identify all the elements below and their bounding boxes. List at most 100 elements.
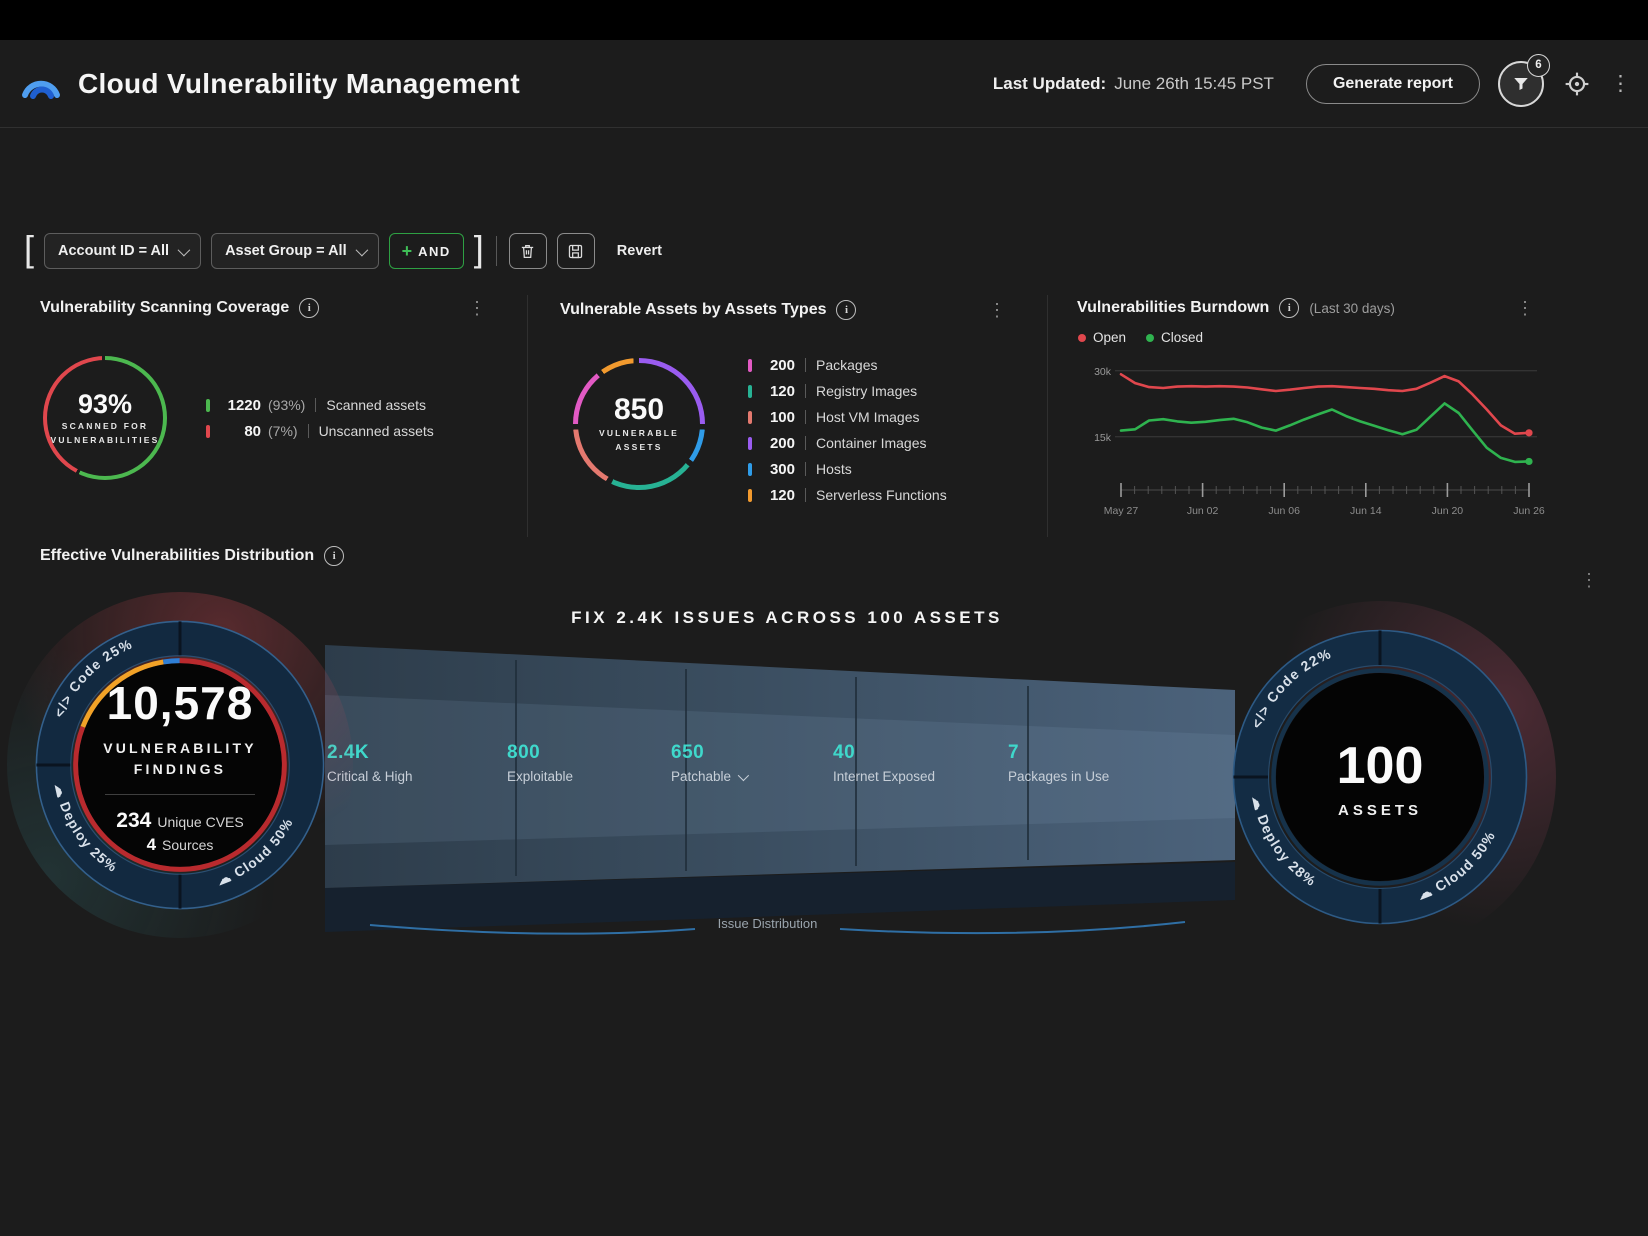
save-filters-button[interactable]	[556, 233, 595, 269]
legend-separator	[805, 462, 806, 476]
assets-by-type-menu-icon[interactable]	[988, 300, 1006, 321]
stage-label: Critical & High	[327, 769, 413, 784]
assets-by-type-donut-center: 850 VULNERABLE ASSETS	[578, 363, 700, 485]
funnel-band-highlight	[325, 695, 1235, 845]
assets-by-type-donut: 850 VULNERABLE ASSETS	[573, 358, 705, 490]
generate-report-button[interactable]: Generate report	[1305, 63, 1480, 104]
assets-by-type-legend: 200 Packages 120 Registry Images 100 Host VM …	[748, 352, 947, 508]
assets-gauge: </> Code 22% ☁ Deploy 28% ☁ Cloud 50% 10…	[1204, 601, 1556, 953]
revert-button[interactable]: Revert	[616, 243, 662, 259]
legend-dot	[1078, 333, 1086, 342]
funnel-stage-packages-in-use[interactable]: 7 Packages in Use	[1008, 742, 1128, 784]
svg-text:Jun 02: Jun 02	[1187, 505, 1219, 517]
delete-filters-button[interactable]	[508, 233, 547, 269]
plus-icon: +	[401, 241, 413, 261]
app-header: Cloud Vulnerability Management Last Upda…	[0, 40, 1648, 128]
prisma-cloud-logo-icon	[22, 80, 60, 99]
issue-funnel	[325, 645, 1235, 935]
legend-label: Registry Images	[816, 383, 918, 399]
burndown-legend-item[interactable]: Closed	[1146, 330, 1203, 345]
findings-gauge: </> Code 25% ☁ Deploy 25% ☁ Cloud 50% 10…	[7, 592, 353, 938]
burndown-legend-item[interactable]: Open	[1078, 330, 1126, 345]
sources-count: 4	[146, 834, 157, 854]
filter-group-open-bracket	[24, 234, 34, 264]
legend-row: 120 Registry Images	[748, 378, 947, 404]
filter-divider	[495, 236, 497, 266]
legend-dot	[1146, 333, 1155, 342]
legend-percent: (93%)	[268, 397, 306, 413]
funnel-stage-exploitable[interactable]: 800 Exploitable	[507, 742, 627, 784]
legend-separator	[805, 384, 806, 398]
target-button[interactable]	[1562, 69, 1592, 99]
legend-separator	[805, 488, 806, 502]
assets-gauge-center: 100 ASSETS	[1276, 673, 1484, 881]
legend-value: 120	[769, 486, 795, 504]
account-id-filter-chip[interactable]: Account ID = All	[44, 233, 202, 269]
severity-ring	[73, 658, 287, 872]
svg-text:Jun 20: Jun 20	[1432, 505, 1464, 517]
scanning-coverage-header: Vulnerability Scanning Coverage	[40, 298, 320, 318]
funnel-stage-internet-exposed[interactable]: 40 Internet Exposed	[833, 742, 953, 784]
vulnerable-assets-caption-line1: VULNERABLE	[598, 428, 680, 439]
chevron-down-icon[interactable]	[737, 769, 750, 781]
unique-cves-label: Unique CVES	[157, 813, 244, 830]
issue-distribution-label: Issue Distribution	[717, 916, 818, 931]
add-and-filter-button[interactable]: + AND	[388, 233, 464, 269]
legend-separator	[805, 358, 806, 372]
vulnerable-assets-caption-line2: ASSETS	[615, 442, 663, 452]
funnel-stage-critical-high[interactable]: 2.4K Critical & High	[327, 742, 447, 784]
funnel-stage-patchable[interactable]: 650 Patchable	[671, 742, 791, 784]
and-button-label: AND	[418, 243, 451, 259]
svg-text:Jun 26: Jun 26	[1513, 505, 1545, 517]
severity-arc-low	[73, 658, 287, 872]
filter-button[interactable]: 6	[1498, 53, 1550, 107]
distribution-header: Effective Vulnerabilities Distribution	[40, 546, 345, 566]
trash-icon	[522, 245, 534, 259]
issue-distribution-curve-right	[839, 921, 1186, 935]
stage-value: 800	[507, 742, 541, 763]
info-icon[interactable]	[836, 300, 857, 320]
legend-row: 80 (7%) Unscanned assets	[206, 418, 434, 444]
legend-color-tick	[206, 424, 210, 438]
burndown-menu-icon[interactable]	[1516, 298, 1534, 319]
scanning-coverage-menu-icon[interactable]	[468, 298, 486, 319]
distribution-menu-icon[interactable]	[1580, 570, 1598, 591]
assets-count: 100	[1336, 736, 1424, 795]
legend-value: 100	[769, 408, 795, 426]
funnel-band	[325, 645, 1235, 888]
stage-value: 7	[1008, 742, 1020, 763]
last-updated-value: June 26th 15:45 PST	[1114, 73, 1274, 93]
findings-caption-line2: FINDINGS	[133, 760, 227, 777]
scanned-percentage: 93%	[77, 388, 133, 419]
info-icon[interactable]	[324, 546, 345, 566]
legend-value: 120	[769, 382, 795, 400]
gauge-center-disc	[1276, 673, 1484, 881]
last-updated-label: Last Updated:	[992, 73, 1107, 93]
legend-color-tick	[206, 398, 210, 412]
info-icon[interactable]	[1279, 298, 1300, 318]
panel-divider	[1047, 295, 1048, 537]
legend-row: 200 Packages	[748, 352, 947, 378]
assets-by-type-title: Vulnerable Assets by Assets Types	[560, 301, 827, 318]
legend-row: 120 Serverless Functions	[748, 482, 947, 508]
stage-label: Exploitable	[507, 769, 574, 784]
burndown-title: Vulnerabilities Burndown	[1077, 299, 1270, 316]
asset-group-filter-chip[interactable]: Asset Group = All	[211, 233, 379, 269]
filter-funnel-icon	[1514, 77, 1528, 90]
legend-separator	[307, 424, 309, 438]
svg-text:Jun 14: Jun 14	[1350, 505, 1382, 517]
legend-label: Closed	[1161, 330, 1204, 345]
save-icon	[569, 244, 583, 258]
header-overflow-menu-icon[interactable]	[1610, 73, 1624, 94]
account-id-filter-label: Account ID = All	[58, 243, 170, 259]
distribution-title: Effective Vulnerabilities Distribution	[40, 547, 315, 564]
scanned-caption-line2: VULNERABILITIES	[50, 434, 160, 445]
funnel-under-wedge	[325, 862, 1235, 932]
svg-text:30k: 30k	[1094, 366, 1112, 378]
legend-label: Serverless Functions	[816, 487, 947, 503]
cloud-vulnerability-dashboard: Cloud Vulnerability Management Last Upda…	[0, 40, 1648, 1236]
stage-value: 40	[833, 742, 856, 763]
panel-divider	[527, 295, 528, 537]
info-icon[interactable]	[299, 298, 320, 318]
